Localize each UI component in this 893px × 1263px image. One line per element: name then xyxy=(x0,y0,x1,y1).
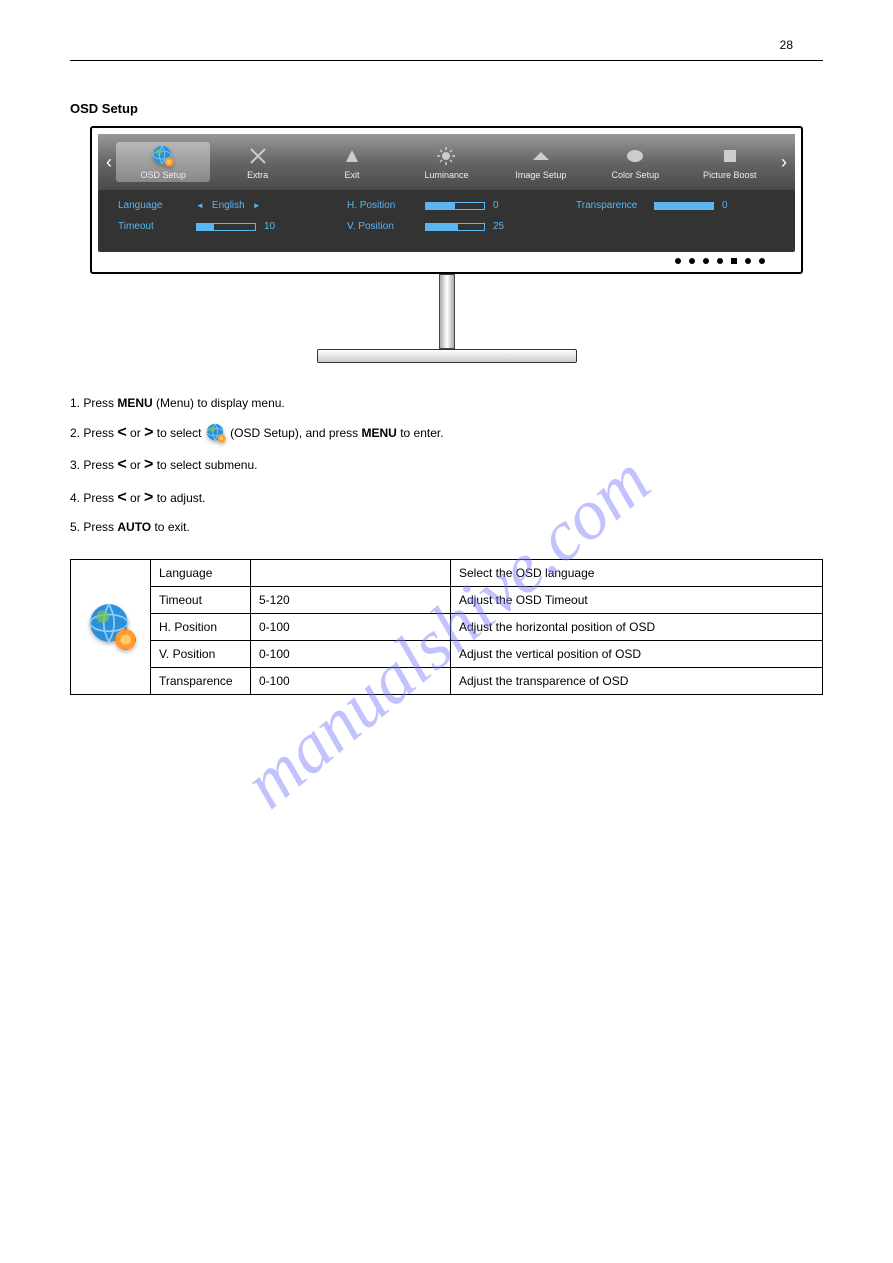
tab-label: Color Setup xyxy=(612,170,660,180)
table-cell: Timeout xyxy=(151,586,251,613)
setting-label: Timeout xyxy=(118,221,188,232)
image-icon xyxy=(529,144,553,168)
monitor-illustration: ‹ OSD Setup Extra Exit xyxy=(90,126,803,363)
instruction-step: 1. Press MENU (Menu) to display menu. xyxy=(70,393,823,415)
palette-icon xyxy=(623,144,647,168)
instruction-step: 5. Press AUTO to exit. xyxy=(70,517,823,539)
table-cell: Language xyxy=(151,559,251,586)
table-cell: Adjust the horizontal position of OSD xyxy=(451,613,823,640)
table-icon-cell xyxy=(71,559,151,694)
osd-settings: Language ◄ English ► Timeout 10 xyxy=(98,190,795,252)
setting-value: 10 xyxy=(264,221,275,232)
tab-image-setup: Image Setup xyxy=(494,144,588,180)
table-cell: Select the OSD language xyxy=(451,559,823,586)
tab-label: Luminance xyxy=(424,170,468,180)
table-cell: H. Position xyxy=(151,613,251,640)
table-cell: 0-100 xyxy=(251,613,451,640)
setting-hposition: H. Position 0 xyxy=(347,200,546,211)
table-cell xyxy=(251,559,451,586)
setting-language: Language ◄ English ► xyxy=(118,200,317,211)
monitor-stand xyxy=(317,349,577,363)
brightness-icon xyxy=(434,144,458,168)
table-cell: Adjust the vertical position of OSD xyxy=(451,640,823,667)
tab-label: Extra xyxy=(247,170,268,180)
arrow-right-icon: ► xyxy=(253,201,261,210)
monitor-neck xyxy=(439,274,455,349)
setting-transparence: Transparence 0 xyxy=(576,200,775,211)
arrow-left-icon: ◄ xyxy=(196,201,204,210)
globe-icon xyxy=(205,422,227,444)
tab-luminance: Luminance xyxy=(399,144,493,180)
setting-label: H. Position xyxy=(347,200,417,211)
setting-value: 25 xyxy=(493,221,504,232)
monitor-frame: ‹ OSD Setup Extra Exit xyxy=(90,126,803,274)
setting-value: English xyxy=(212,200,245,211)
tab-exit: Exit xyxy=(305,144,399,180)
tab-picture-boost: Picture Boost xyxy=(683,144,777,180)
setting-value: 0 xyxy=(493,200,499,211)
tab-osd-setup: OSD Setup xyxy=(116,142,210,182)
table-cell: V. Position xyxy=(151,640,251,667)
instruction-step: 3. Press < or > to select submenu. xyxy=(70,451,823,480)
table-cell: 0-100 xyxy=(251,640,451,667)
globe-icon xyxy=(151,144,175,168)
setting-label: V. Position xyxy=(347,221,417,232)
instructions-list: 1. Press MENU (Menu) to display menu. 2.… xyxy=(70,393,823,539)
table-cell: 0-100 xyxy=(251,667,451,694)
table-cell: Transparence xyxy=(151,667,251,694)
boost-icon xyxy=(718,144,742,168)
tab-color-setup: Color Setup xyxy=(588,144,682,180)
monitor-buttons xyxy=(98,252,795,266)
osd-tabs: ‹ OSD Setup Extra Exit xyxy=(98,134,795,190)
tab-label: Exit xyxy=(345,170,360,180)
nav-right-icon: › xyxy=(777,152,791,173)
tab-extra: Extra xyxy=(210,144,304,180)
table-cell: Adjust the OSD Timeout xyxy=(451,586,823,613)
tab-label: OSD Setup xyxy=(140,170,186,180)
setting-label: Language xyxy=(118,200,188,211)
table-cell: 5-120 xyxy=(251,586,451,613)
section-title: OSD Setup xyxy=(70,101,823,116)
setting-timeout: Timeout 10 xyxy=(118,221,317,232)
setting-vposition: V. Position 25 xyxy=(347,221,546,232)
tab-label: Image Setup xyxy=(515,170,566,180)
setting-label: Transparence xyxy=(576,200,646,211)
osd-menu: ‹ OSD Setup Extra Exit xyxy=(98,134,795,252)
page-number: 28 xyxy=(780,38,793,52)
slider-bar xyxy=(196,223,256,231)
slider-bar xyxy=(425,202,485,210)
exit-icon xyxy=(340,144,364,168)
tab-label: Picture Boost xyxy=(703,170,757,180)
instruction-step: 4. Press < or > to adjust. xyxy=(70,484,823,513)
header-rule xyxy=(70,60,823,61)
tools-icon xyxy=(246,144,270,168)
setting-value: 0 xyxy=(722,200,728,211)
slider-bar xyxy=(654,202,714,210)
slider-bar xyxy=(425,223,485,231)
table-cell: Adjust the transparence of OSD xyxy=(451,667,823,694)
instruction-step: 2. Press < or > to select (OSD Setup), a… xyxy=(70,419,823,448)
nav-left-icon: ‹ xyxy=(102,152,116,173)
spec-table: Language Select the OSD language Timeout… xyxy=(70,559,823,695)
globe-icon xyxy=(86,600,136,650)
